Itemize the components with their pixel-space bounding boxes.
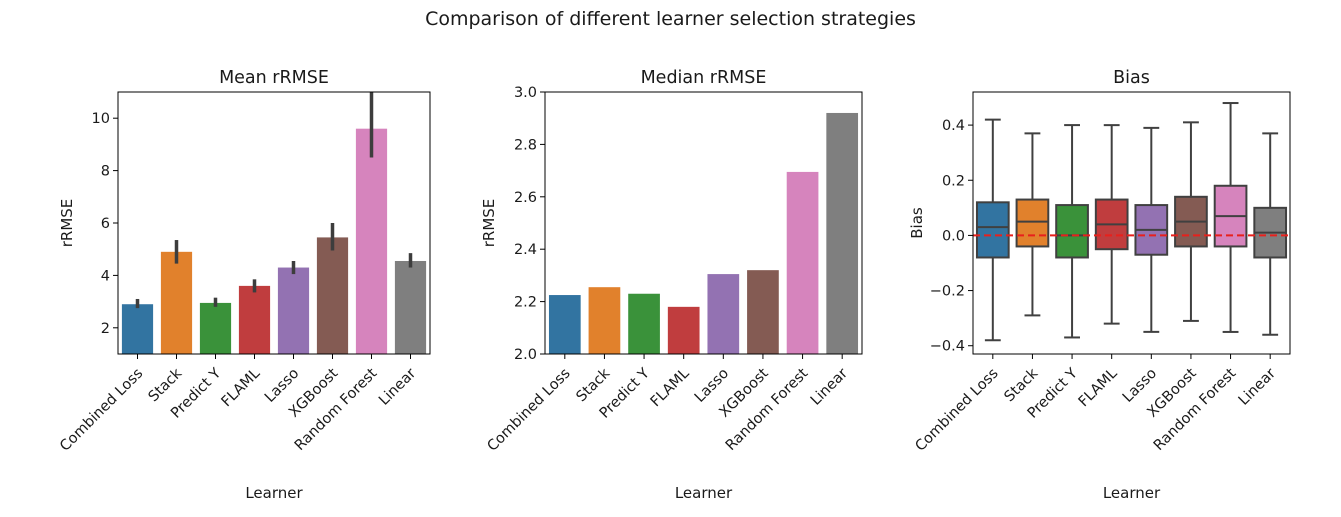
x-tick-label: FLAML (219, 366, 264, 411)
y-tick-label: 2.0 (514, 347, 537, 363)
x-tick-label: Linear (1236, 365, 1279, 408)
bar (277, 267, 310, 354)
x-axis-label: Learner (1103, 484, 1161, 502)
x-tick-label: Combined Loss (912, 366, 1001, 455)
bar (628, 293, 660, 354)
axes-frame (972, 91, 1291, 355)
y-axis-label: rRMSE (480, 199, 498, 248)
y-tick-label: 8 (101, 164, 110, 180)
y-tick-label: −0.4 (930, 339, 965, 355)
bar (588, 287, 621, 354)
x-tick-label: Combined Loss (57, 366, 146, 455)
y-tick-label: 0.4 (942, 118, 965, 134)
bar (355, 128, 388, 354)
y-tick-label: 2.2 (514, 295, 537, 311)
x-axis-label: Learner (245, 484, 303, 502)
y-tick-label: 2.6 (514, 190, 537, 206)
subplot-1 (113, 91, 431, 359)
subplot-title: Mean rRMSE (219, 68, 329, 88)
y-tick-label: 2.8 (514, 137, 537, 153)
subplot-3 (968, 91, 1291, 359)
bar (160, 251, 193, 354)
bar (238, 285, 271, 354)
y-tick-label: 3.0 (514, 85, 537, 101)
bar (548, 295, 581, 354)
bar (747, 270, 779, 354)
subplot-title: Median rRMSE (641, 68, 767, 88)
x-tick-label: FLAML (648, 366, 693, 411)
y-tick-label: 0.0 (942, 228, 965, 244)
y-tick-label: 10 (92, 111, 110, 127)
bar (316, 237, 349, 354)
box (1055, 204, 1089, 259)
bar (199, 302, 232, 354)
y-tick-label: 6 (101, 216, 110, 232)
x-tick-label: Linear (376, 365, 419, 408)
box (975, 201, 1010, 259)
x-tick-label: Combined Loss (484, 366, 573, 455)
plot-area (973, 102, 1290, 342)
y-axis-label: rRMSE (58, 199, 76, 248)
bar (121, 304, 154, 354)
x-tick-label: FLAML (1076, 366, 1121, 411)
plot-area (121, 92, 427, 354)
axes-frame (544, 91, 863, 355)
plot-area (548, 112, 859, 354)
bar (786, 171, 819, 354)
bar (667, 306, 700, 354)
y-tick-label: 0.2 (942, 173, 965, 189)
box (1015, 198, 1050, 248)
y-tick-label: 4 (101, 268, 110, 284)
y-tick-label: 2.4 (514, 242, 537, 258)
subplot-2 (540, 91, 863, 359)
y-axis-label: Bias (908, 207, 926, 239)
y-tick-label: −0.2 (930, 284, 965, 300)
x-axis-label: Learner (675, 484, 733, 502)
figure-title: Comparison of different learner selectio… (425, 8, 916, 30)
bar (826, 112, 859, 354)
y-tick-label: 2 (101, 321, 110, 337)
bar (707, 274, 740, 354)
subplot-title: Bias (1113, 68, 1150, 88)
bar (394, 260, 427, 354)
x-tick-label: Linear (808, 365, 851, 408)
